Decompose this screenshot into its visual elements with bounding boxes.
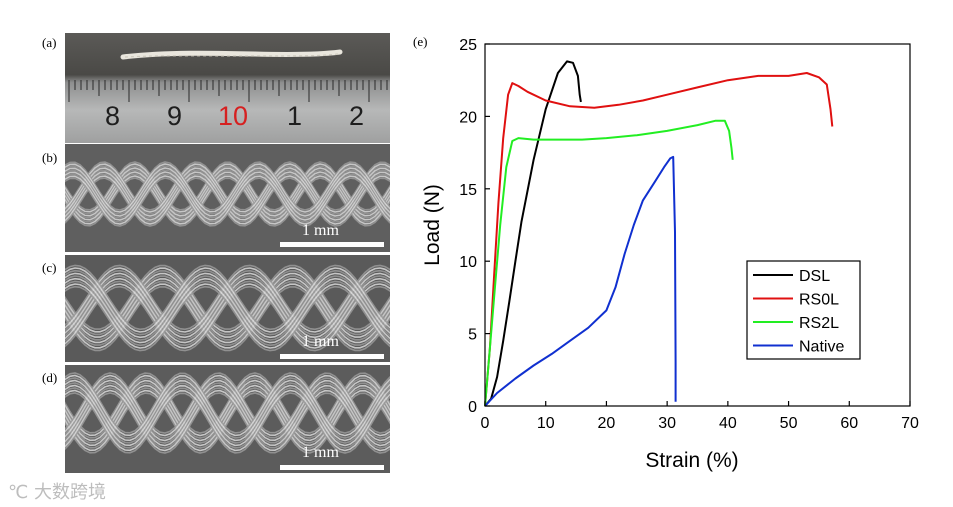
panel-label-d: (d) — [42, 370, 58, 385]
y-tick-label-0: 0 — [468, 399, 477, 416]
y-tick-label-10: 10 — [459, 254, 477, 271]
sem-image-b: 1 mm — [65, 144, 390, 252]
legend-label-rs2l: RS2L — [799, 315, 839, 332]
y-axis-title: Load (N) — [421, 184, 444, 266]
sem-braid-c — [65, 255, 390, 362]
scale-bar-c — [280, 354, 384, 359]
watermark: ℃ 大数跨境 — [8, 478, 106, 504]
sem-image-d: 1 mm — [65, 365, 390, 473]
y-tick-label-5: 5 — [468, 327, 477, 344]
plot-frame — [484, 43, 911, 407]
x-tick-label-0: 0 — [481, 415, 490, 432]
scale-bar-label-b: 1 mm — [302, 222, 339, 239]
series-layer — [484, 60, 834, 407]
legend: DSL RS0L RS2L Native — [746, 260, 861, 360]
panel-label-b: (b) — [42, 150, 58, 165]
y-tick-label-20: 20 — [459, 109, 477, 126]
panel-label-e: (e) — [413, 34, 428, 49]
scale-bar-label-d: 1 mm — [302, 444, 339, 461]
ruler-ticks — [68, 80, 388, 102]
sem-braid-d — [65, 365, 390, 473]
x-tick-label-60: 60 — [840, 415, 858, 432]
legend-box — [746, 260, 861, 360]
legend-label-dsl: DSL — [799, 268, 830, 285]
x-tick-label-20: 20 — [598, 415, 616, 432]
x-tick-label-30: 30 — [658, 415, 676, 432]
series-line-rs2l — [484, 119, 734, 407]
x-axis-title: Strain (%) — [645, 449, 738, 472]
x-tick-label-50: 50 — [780, 415, 798, 432]
x-tick-label-70: 70 — [901, 415, 919, 432]
y-tick-label-25: 25 — [459, 37, 477, 54]
scale-bar-b — [280, 242, 384, 247]
series-line-native — [484, 155, 677, 407]
series-line-dsl — [484, 60, 582, 407]
ruler-photo-graphic — [68, 49, 388, 102]
scale-bar-d — [280, 465, 384, 470]
legend-label-rs0l: RS0L — [799, 292, 839, 309]
ruler-number-2: 2 — [349, 101, 365, 131]
sem-braid-b — [65, 144, 390, 252]
x-tick-label-40: 40 — [719, 415, 737, 432]
scale-bar-label-c: 1 mm — [302, 333, 339, 350]
y-tick-label-15: 15 — [459, 182, 477, 199]
watermark-logo-icon: ℃ — [8, 482, 29, 503]
panel-label-a: (a) — [42, 35, 57, 50]
ruler-number-8: 8 — [105, 101, 121, 131]
sem-image-c: 1 mm — [65, 255, 390, 362]
yarn-sample — [120, 49, 343, 60]
ruler-number-10: 10 — [218, 101, 249, 131]
series-line-rs0l — [484, 72, 834, 407]
tick-layer: 0 10 20 30 40 50 60 70 0 5 10 15 20 25 — [459, 37, 919, 432]
legend-label-native: Native — [799, 339, 844, 356]
ruler-number-9: 9 — [167, 101, 183, 131]
ruler-photo: 8 9 10 1 2 — [65, 33, 390, 143]
x-tick-label-10: 10 — [537, 415, 555, 432]
panel-label-c: (c) — [42, 260, 57, 275]
watermark-text: 大数跨境 — [33, 482, 106, 503]
ruler-number-1: 1 — [287, 101, 303, 131]
